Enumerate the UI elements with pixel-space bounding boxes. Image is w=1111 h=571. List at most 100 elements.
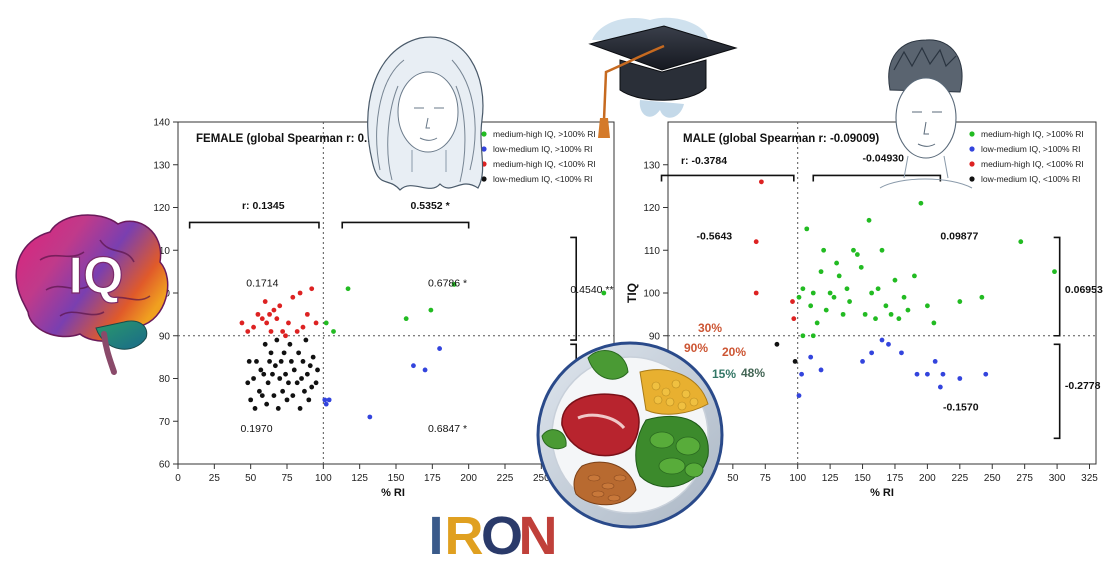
iron-word: I R O N	[428, 506, 557, 566]
data-point	[322, 397, 328, 403]
data-point	[792, 359, 798, 364]
data-point	[255, 311, 261, 317]
data-point	[280, 329, 286, 334]
data-point	[827, 290, 833, 296]
plate-label-15: 15%	[712, 367, 736, 381]
data-point	[290, 393, 296, 398]
data-point	[844, 286, 850, 292]
data-point	[284, 397, 290, 403]
data-point	[271, 393, 277, 398]
data-point	[918, 200, 924, 206]
data-point	[315, 367, 320, 373]
x-tick-label: 50	[727, 473, 739, 484]
y-tick-label: 90	[649, 331, 661, 342]
data-point	[860, 359, 865, 364]
male-dividers	[668, 122, 1096, 464]
data-point	[800, 333, 806, 339]
data-point	[300, 324, 306, 330]
data-point	[274, 316, 280, 322]
data-point	[297, 406, 303, 411]
annotation-label: r: 0.1345	[242, 200, 285, 212]
bracket	[1053, 343, 1061, 440]
data-point	[892, 277, 898, 283]
data-point	[796, 294, 802, 300]
data-point	[866, 217, 872, 223]
data-point	[1052, 269, 1057, 275]
graduation-cap-icon	[588, 17, 738, 138]
data-point	[451, 282, 457, 287]
data-point	[979, 294, 985, 300]
data-point	[879, 247, 885, 253]
bracket	[812, 174, 942, 182]
female-dividers	[178, 122, 614, 464]
female-data-points	[239, 282, 607, 420]
annotation-label: 0.6786 *	[428, 278, 467, 290]
data-point	[278, 359, 284, 364]
data-point	[914, 371, 920, 377]
iq-brain-label: IQ	[69, 247, 124, 305]
iron-letter-n: N	[519, 506, 558, 566]
x-tick-label: 150	[854, 473, 871, 484]
data-point	[804, 226, 810, 232]
data-point	[309, 384, 315, 390]
x-tick-label: 225	[951, 473, 968, 484]
data-point	[905, 307, 911, 313]
x-tick-label: 200	[460, 473, 477, 484]
annotation-label: 0.5352 *	[411, 200, 451, 212]
data-point	[883, 303, 889, 309]
data-point	[274, 337, 280, 343]
x-tick-label: 275	[1016, 473, 1033, 484]
data-point	[869, 350, 875, 356]
data-point	[774, 341, 780, 347]
data-point	[912, 273, 917, 279]
y-tick-label: 90	[159, 331, 171, 342]
y-tick-label: 80	[159, 374, 171, 385]
legend-label: low-medium IQ, <100% RI	[493, 174, 592, 184]
data-point	[836, 273, 842, 279]
data-point	[869, 290, 875, 296]
data-point	[259, 393, 265, 398]
x-tick-label: 50	[245, 473, 257, 484]
data-point	[286, 380, 291, 386]
data-point	[291, 367, 297, 373]
data-point	[403, 316, 409, 322]
bracket	[1053, 236, 1061, 337]
data-point	[310, 354, 316, 360]
x-tick-label: 125	[822, 473, 839, 484]
data-point	[323, 320, 329, 326]
x-tick-label: 75	[281, 473, 293, 484]
data-point	[814, 320, 820, 326]
data-point	[840, 311, 846, 317]
data-point	[851, 247, 856, 253]
data-point	[245, 329, 251, 334]
data-point	[262, 299, 268, 304]
female-chart-title: FEMALE (global Spearman r: 0.174	[196, 133, 387, 145]
x-tick-label: 125	[351, 473, 368, 484]
data-point	[790, 299, 795, 304]
data-point	[302, 388, 307, 394]
male-y-axis-label: TIQ	[625, 283, 639, 303]
data-point	[245, 380, 251, 386]
data-point	[261, 371, 267, 377]
data-point	[810, 333, 816, 339]
data-point	[264, 401, 270, 407]
legend-label: medium-high IQ, <100% RI	[981, 159, 1084, 169]
legend-label: medium-high IQ, <100% RI	[493, 159, 596, 169]
data-point	[808, 303, 814, 309]
data-point	[937, 384, 943, 390]
data-point	[924, 303, 930, 309]
data-point	[256, 388, 262, 394]
plate-label-30: 30%	[698, 321, 722, 335]
data-point	[313, 320, 319, 326]
data-point	[268, 329, 274, 334]
annotation-label: -0.2778	[1065, 380, 1101, 392]
data-point	[821, 247, 827, 253]
male-plot-frame	[667, 121, 1097, 465]
data-point	[277, 303, 283, 309]
iron-food-plate	[536, 341, 724, 529]
data-point	[268, 350, 274, 356]
male-chart-title: MALE (global Spearman r: -0.09009)	[683, 133, 879, 145]
legend-label: medium-high IQ, >100% RI	[493, 129, 596, 139]
data-point	[411, 363, 416, 369]
male-brackets	[660, 174, 1061, 440]
